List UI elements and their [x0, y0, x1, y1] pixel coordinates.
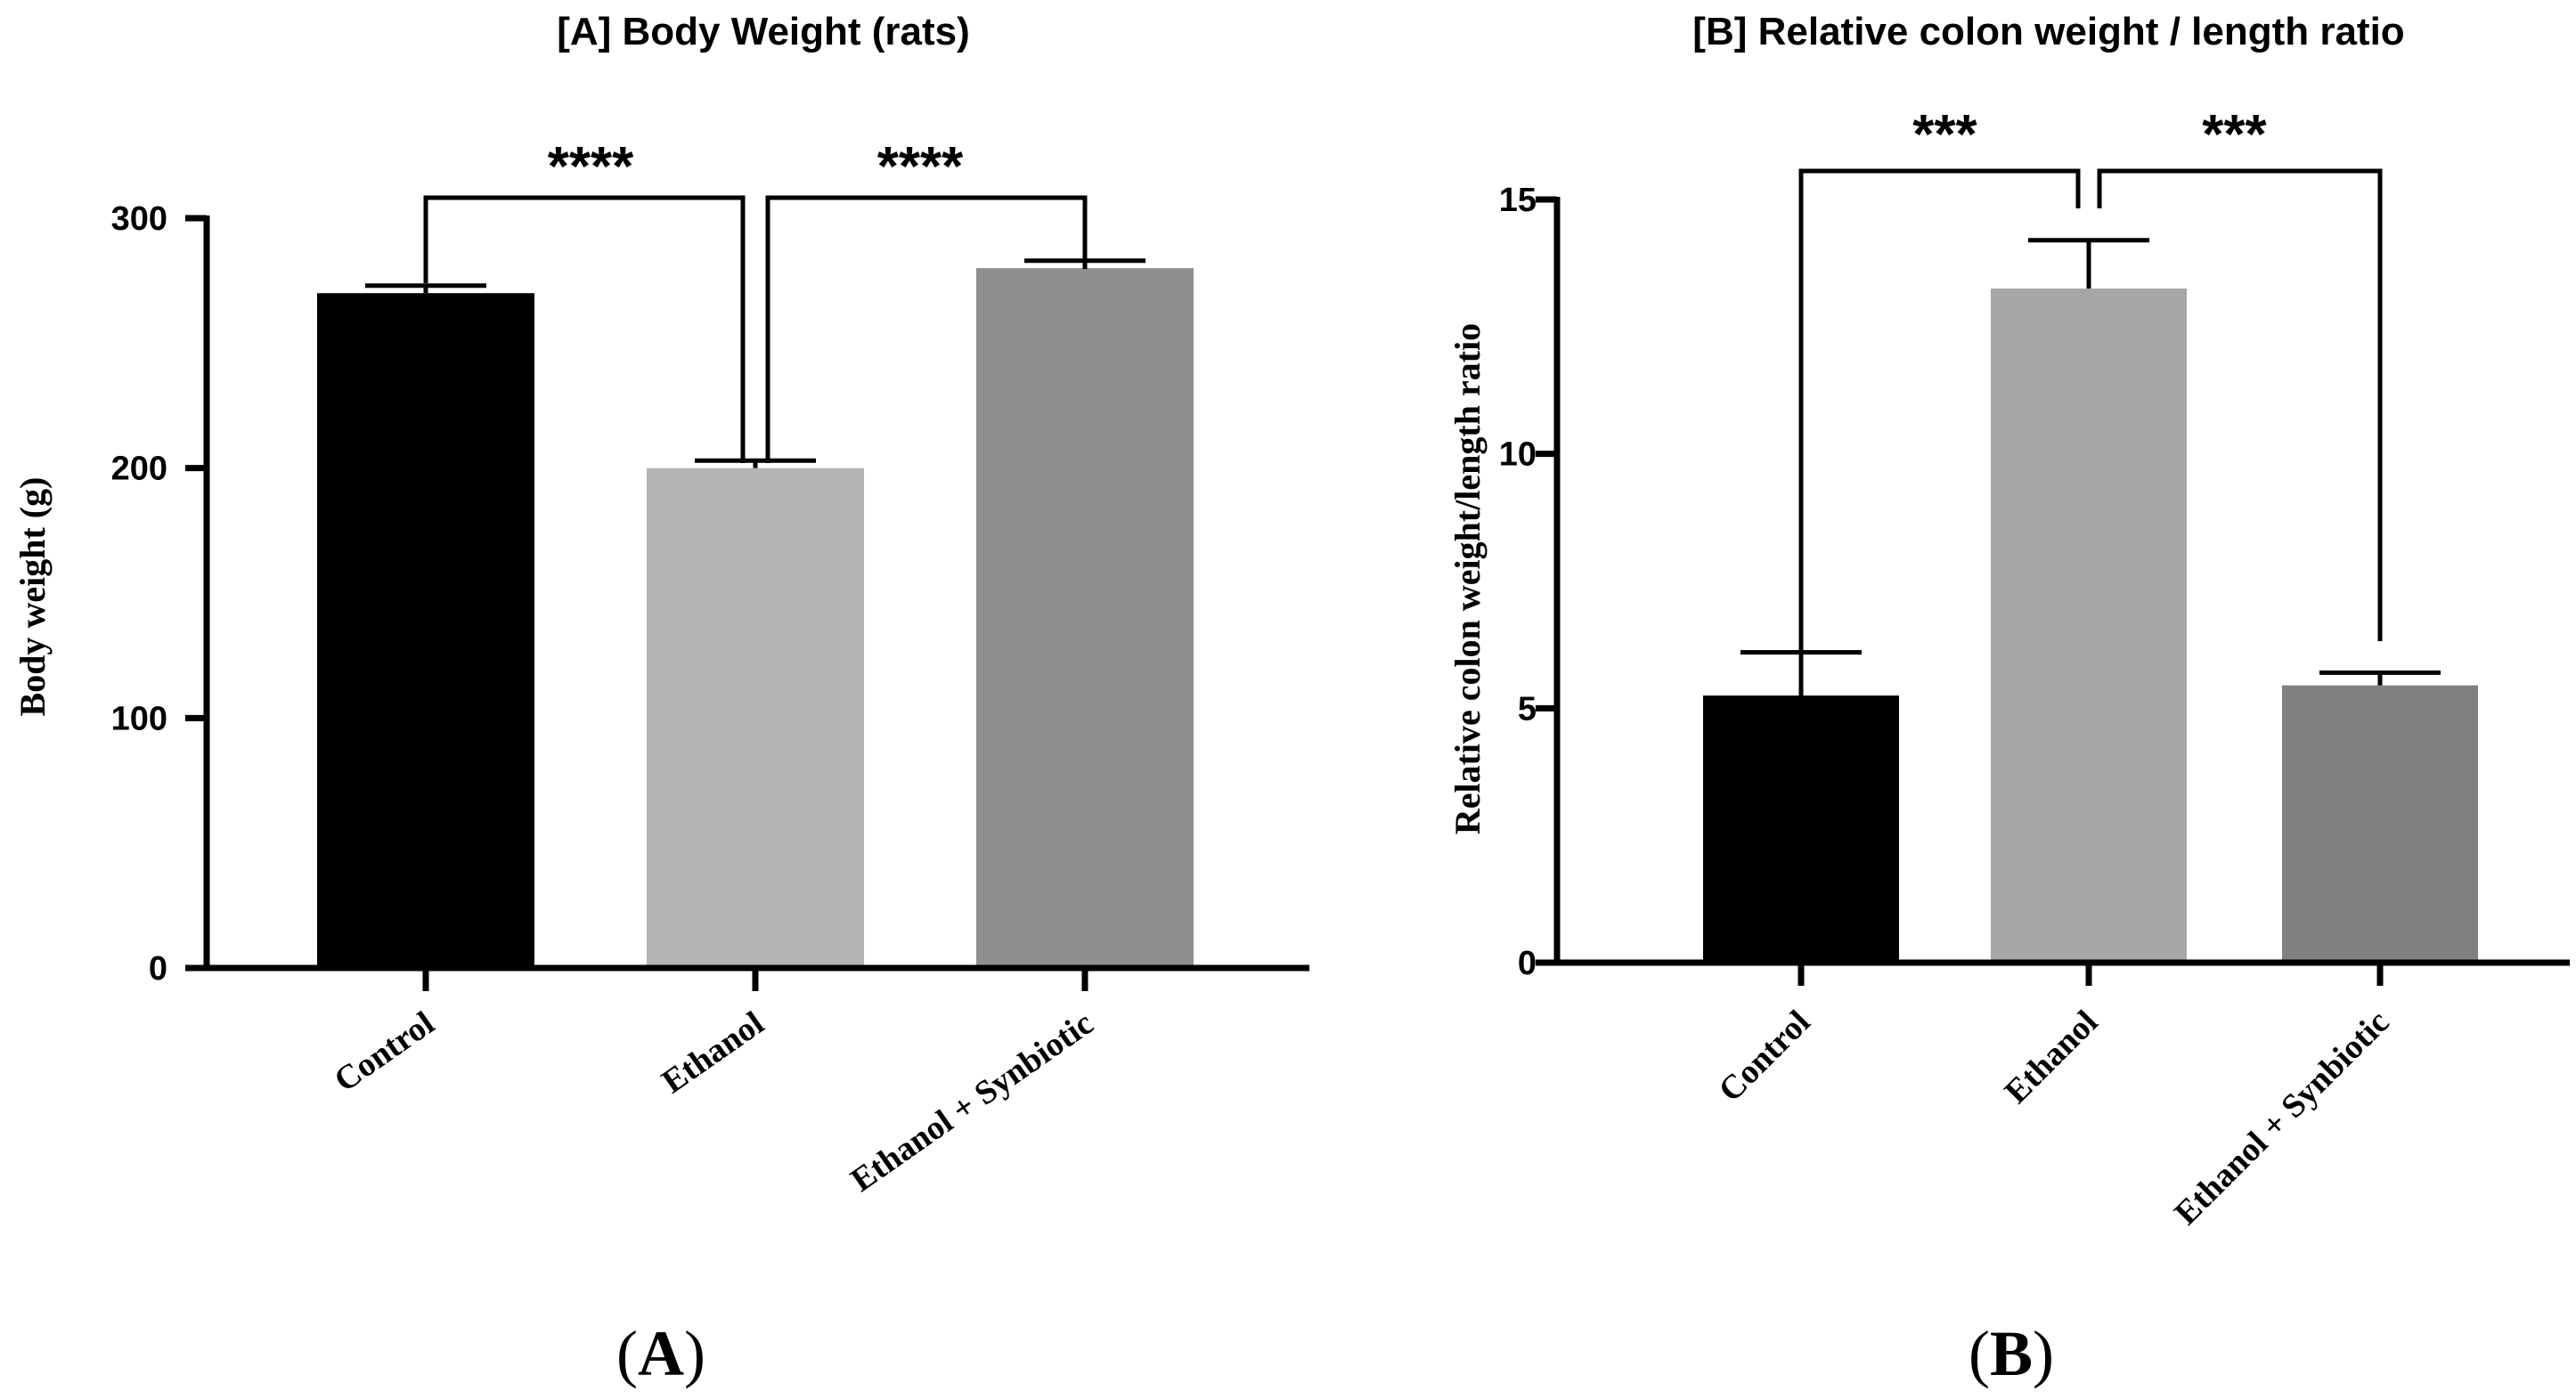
chart-a-significance-bracket-1 [765, 195, 1088, 463]
chart-b-bar-1 [1991, 288, 2187, 963]
chart-b-panel-label: (B) [1969, 1318, 2054, 1389]
chart-b-y-axis-title: Relative colon weight/length ratio [1447, 323, 1488, 834]
chart-a-y-tick-label-3: 300 [111, 200, 167, 238]
chart-a-significance-bracket-0 [423, 195, 746, 463]
chart-a-panel-label: (A) [616, 1318, 705, 1389]
chart-b-x-tick-label-2: Ethanol + Synbiotic [2167, 1004, 2396, 1232]
chart-a-y-axis-title: Body weight (g) [12, 477, 53, 717]
chart-a-plot: 0 100 200 300 Control Ethanol Ethanol + Synbio… [111, 136, 1309, 1200]
chart-b-y-tick-label-3: 15 [1499, 182, 1537, 219]
chart-b-bar-0 [1703, 695, 1899, 963]
chart-a-bar-1 [647, 468, 864, 968]
chart-b-y-tick-label-0: 0 [1518, 945, 1537, 982]
chart-a-x-tick-label-2: Ethanol + Synbiotic [844, 1005, 1100, 1200]
chart-b-bar-2 [2282, 685, 2478, 963]
chart-panel-b: [B] Relative colon weight / length ratio… [1447, 10, 2570, 1389]
chart-b-y-tick-label-2: 10 [1499, 436, 1537, 474]
chart-b-x-tick-label-0: Control [1712, 1004, 1818, 1110]
chart-b-plot: 0 5 10 15 Control Ethanol Ethanol + Synbiotic *… [1499, 104, 2570, 1232]
chart-a-y-tick-label-1: 100 [111, 700, 167, 737]
chart-a-bar-0 [317, 293, 534, 968]
chart-a-y-tick-label-2: 200 [111, 451, 167, 488]
chart-a-significance-label-1: **** [877, 136, 964, 198]
chart-panel-a: [A] Body Weight (rats) Body weight (g) 0… [12, 10, 1309, 1389]
chart-a-x-tick-label-0: Control [328, 1005, 441, 1100]
chart-b-x-tick-label-1: Ethanol [1998, 1004, 2106, 1111]
chart-a-x-tick-label-1: Ethanol [656, 1005, 771, 1101]
chart-a-y-tick-label-0: 0 [149, 950, 167, 988]
chart-b-significance-label-0: *** [1912, 104, 1977, 166]
chart-a-title: [A] Body Weight (rats) [557, 10, 970, 53]
chart-b-significance-bracket-0 [1798, 168, 2081, 652]
chart-b-significance-label-1: *** [2202, 104, 2267, 166]
chart-a-significance-label-0: **** [548, 136, 634, 198]
chart-b-y-tick-label-1: 5 [1518, 690, 1537, 728]
chart-b-significance-bracket-1 [2097, 168, 2383, 641]
chart-a-bar-2 [976, 268, 1194, 969]
chart-b-title: [B] Relative colon weight / length ratio [1692, 10, 2404, 53]
